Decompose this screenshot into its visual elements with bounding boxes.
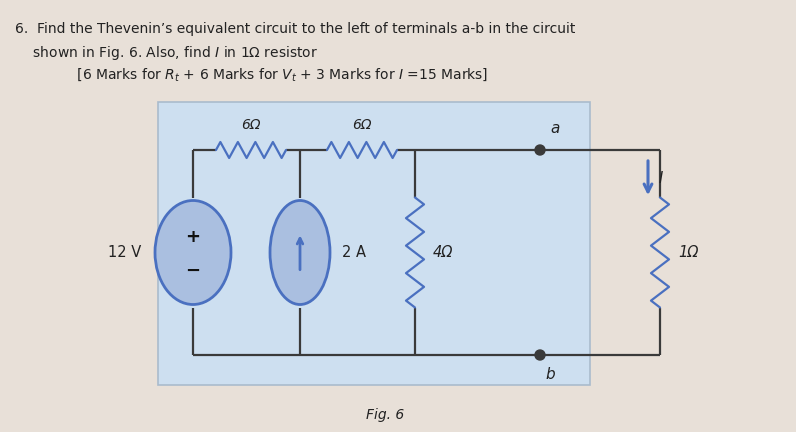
Text: 6Ω: 6Ω [241,118,261,132]
Text: shown in Fig. 6. Also, find $I$ in 1Ω resistor: shown in Fig. 6. Also, find $I$ in 1Ω re… [15,44,318,62]
Ellipse shape [155,200,231,305]
Text: 4Ω: 4Ω [433,245,454,260]
FancyBboxPatch shape [158,102,590,385]
Text: [6 Marks for $R_t$ + 6 Marks for $V_t$ + 3 Marks for $I$ =15 Marks]: [6 Marks for $R_t$ + 6 Marks for $V_t$ +… [15,66,488,83]
Text: 12 V: 12 V [107,245,141,260]
Text: −: − [185,261,201,280]
Circle shape [535,145,545,155]
Text: 6Ω: 6Ω [353,118,372,132]
Text: $I$: $I$ [658,170,664,186]
Text: Fig. 6: Fig. 6 [366,408,404,422]
Text: a: a [550,121,560,136]
Text: 1Ω: 1Ω [678,245,698,260]
Text: 2 A: 2 A [342,245,366,260]
Circle shape [535,350,545,360]
Ellipse shape [270,200,330,305]
Text: b: b [545,367,555,382]
Text: 6.  Find the Thevenin’s equivalent circuit to the left of terminals a-b in the c: 6. Find the Thevenin’s equivalent circui… [15,22,576,36]
Text: +: + [185,228,201,245]
